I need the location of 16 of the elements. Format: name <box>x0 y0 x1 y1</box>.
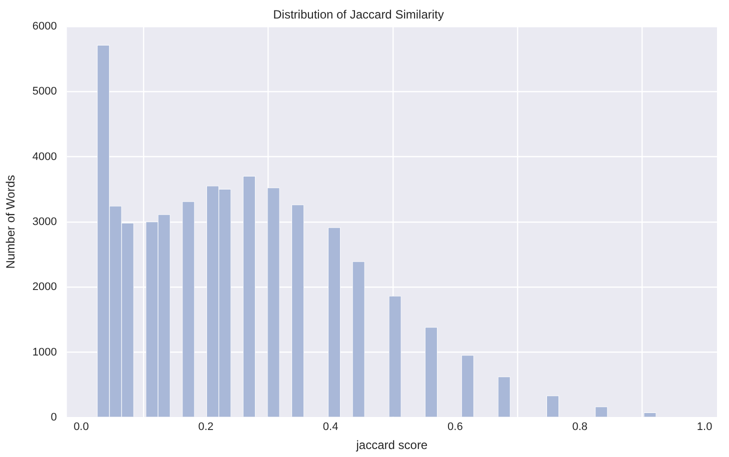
x-tick-label: 0.4 <box>322 421 338 434</box>
chart-title: Distribution of Jaccard Similarity <box>273 8 444 22</box>
x-tick-label: 0.0 <box>74 421 89 434</box>
y-tick-label: 6000 <box>32 20 57 32</box>
x-tick-label: 0.2 <box>198 421 214 434</box>
y-tick-label: 2000 <box>32 281 57 294</box>
y-tick-label: 4000 <box>32 150 57 163</box>
x-tick-label: 1.0 <box>696 421 712 434</box>
y-tick-label: 3000 <box>32 216 57 228</box>
x-axis-title: jaccard score <box>355 438 428 452</box>
y-tick-label: 1000 <box>32 346 57 358</box>
x-tick-label: 0.8 <box>572 421 588 434</box>
y-tick-label: 0 <box>50 411 57 424</box>
x-tick-label: 0.6 <box>448 421 463 434</box>
y-tick-label: 5000 <box>32 86 57 98</box>
y-axis-title: Number of Words <box>4 174 18 269</box>
